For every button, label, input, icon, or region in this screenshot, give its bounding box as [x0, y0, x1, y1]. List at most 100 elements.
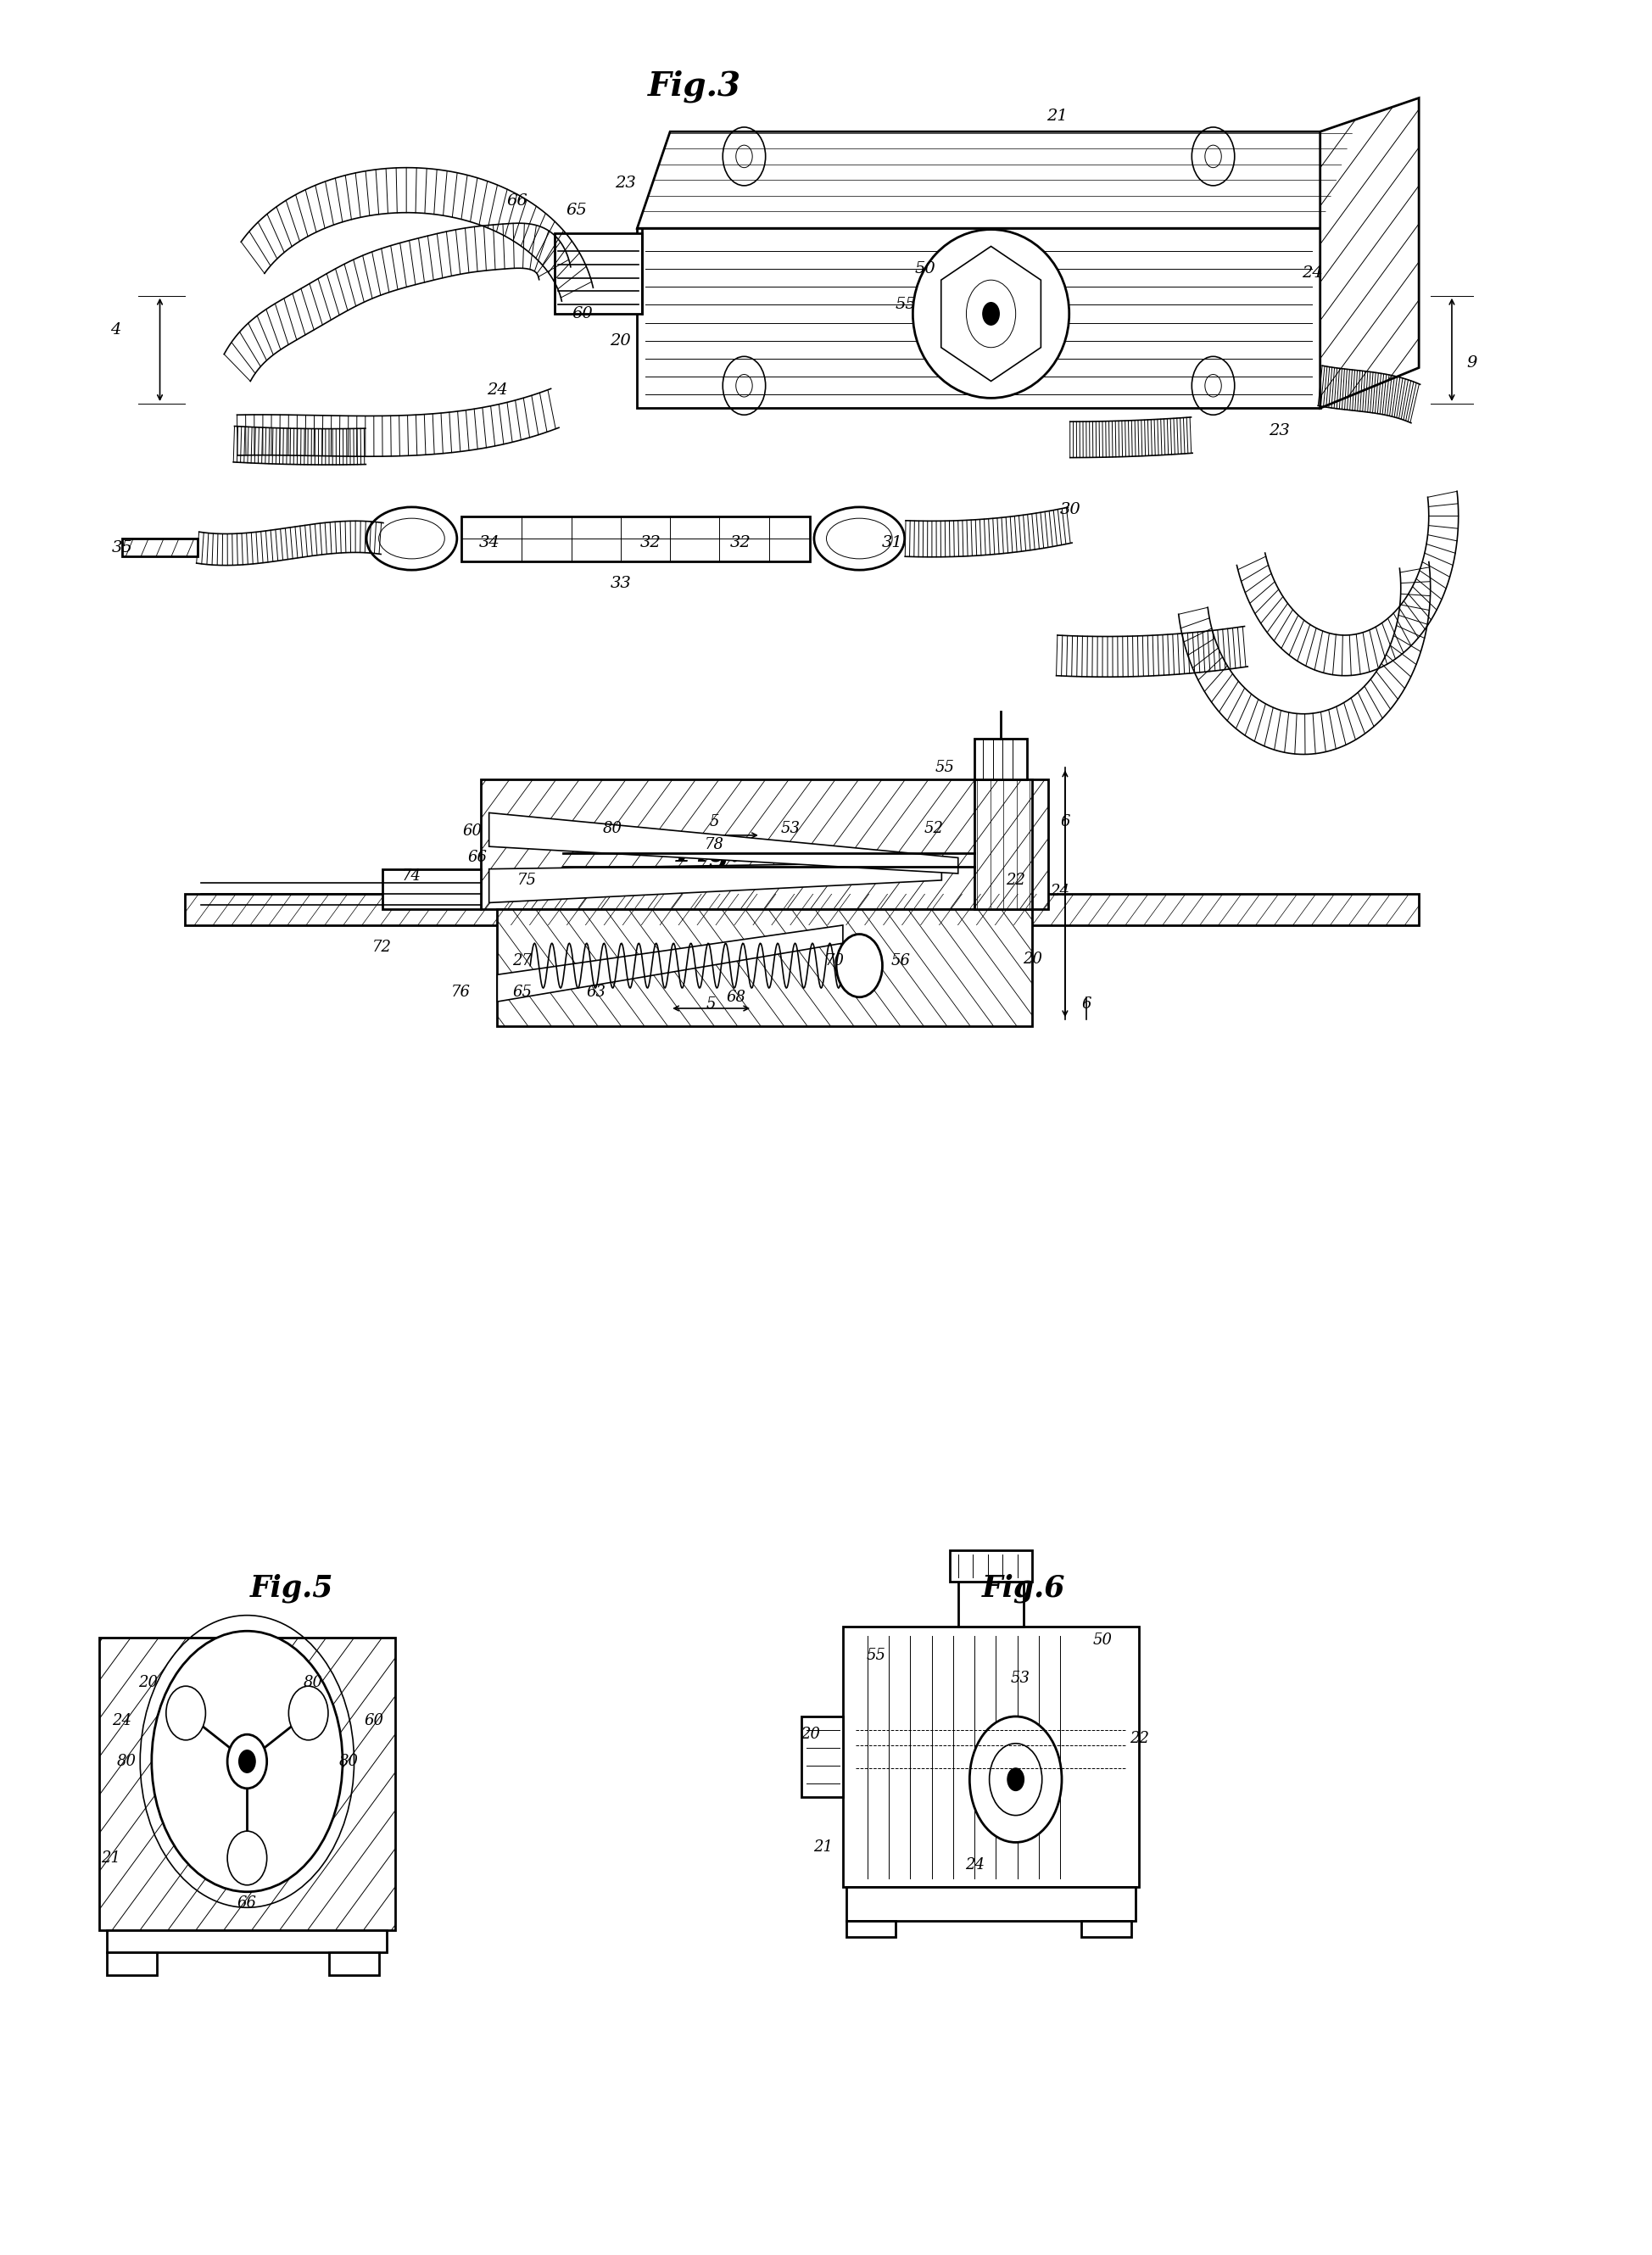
- Text: 80: 80: [339, 1754, 358, 1770]
- Polygon shape: [122, 539, 198, 557]
- Text: 31: 31: [881, 534, 902, 550]
- Circle shape: [165, 1687, 205, 1741]
- Polygon shape: [497, 909, 1031, 1026]
- Text: 21: 21: [813, 1840, 833, 1854]
- Text: 52: 52: [923, 821, 943, 837]
- Text: 24: 24: [965, 1858, 985, 1872]
- Text: 21: 21: [1046, 108, 1067, 124]
- Text: 21: 21: [101, 1851, 121, 1865]
- Text: 53: 53: [1011, 1671, 1029, 1687]
- Polygon shape: [489, 812, 958, 873]
- Polygon shape: [382, 868, 481, 909]
- Text: 4: 4: [111, 322, 121, 336]
- Polygon shape: [846, 1887, 1135, 1921]
- Text: 66: 66: [506, 194, 527, 210]
- Polygon shape: [461, 516, 809, 561]
- Polygon shape: [846, 1921, 895, 1937]
- Text: 6: 6: [1059, 814, 1069, 830]
- Circle shape: [228, 1831, 266, 1885]
- Polygon shape: [975, 778, 1031, 909]
- Text: 50: 50: [1092, 1633, 1112, 1648]
- Polygon shape: [481, 778, 1047, 909]
- Text: 65: 65: [565, 203, 586, 219]
- Circle shape: [152, 1630, 342, 1892]
- Polygon shape: [975, 740, 1026, 778]
- Polygon shape: [636, 228, 1320, 408]
- Polygon shape: [843, 1626, 1138, 1887]
- Text: Fig.3: Fig.3: [648, 70, 742, 104]
- Text: 22: 22: [1128, 1732, 1148, 1748]
- Text: 24: 24: [1300, 266, 1322, 282]
- Text: 68: 68: [725, 990, 745, 1006]
- Polygon shape: [636, 131, 1353, 228]
- Text: 53: 53: [780, 821, 800, 837]
- Text: 24: 24: [112, 1714, 132, 1730]
- Text: 9: 9: [1465, 356, 1475, 370]
- Text: 35: 35: [111, 539, 132, 555]
- Text: 76: 76: [451, 985, 471, 1001]
- Text: 20: 20: [610, 334, 631, 347]
- Circle shape: [836, 934, 882, 997]
- Polygon shape: [958, 1581, 1023, 1626]
- Text: 75: 75: [517, 873, 537, 888]
- Polygon shape: [107, 1953, 157, 1975]
- Text: 63: 63: [586, 985, 605, 1001]
- Text: 65: 65: [512, 985, 532, 1001]
- Text: Fig.4: Fig.4: [676, 839, 763, 868]
- Polygon shape: [940, 246, 1041, 381]
- Text: 20: 20: [139, 1675, 159, 1691]
- Polygon shape: [107, 1930, 387, 1953]
- Polygon shape: [99, 1637, 395, 1930]
- Circle shape: [289, 1687, 329, 1741]
- Polygon shape: [489, 861, 942, 902]
- Text: 80: 80: [117, 1754, 137, 1770]
- Polygon shape: [185, 893, 1417, 925]
- Text: 23: 23: [615, 176, 636, 192]
- Polygon shape: [329, 1953, 378, 1975]
- Text: 55: 55: [894, 298, 915, 313]
- Text: 33: 33: [610, 575, 631, 591]
- Text: 20: 20: [1023, 952, 1041, 967]
- Text: 32: 32: [639, 534, 661, 550]
- Text: Fig.5: Fig.5: [249, 1574, 334, 1603]
- Text: 34: 34: [479, 534, 499, 550]
- Text: 22: 22: [1006, 873, 1024, 888]
- Text: 72: 72: [372, 940, 392, 956]
- Text: Fig.6: Fig.6: [981, 1574, 1066, 1603]
- Text: 32: 32: [730, 534, 752, 550]
- Polygon shape: [122, 539, 198, 557]
- Text: 60: 60: [463, 823, 482, 839]
- Text: 20: 20: [800, 1727, 819, 1743]
- Polygon shape: [1080, 1921, 1130, 1937]
- Text: 80: 80: [302, 1675, 322, 1691]
- Text: 23: 23: [1267, 424, 1289, 437]
- Circle shape: [1008, 1768, 1023, 1790]
- Text: 24: 24: [487, 383, 507, 397]
- Text: 5: 5: [705, 997, 715, 1012]
- Ellipse shape: [912, 230, 1069, 399]
- Text: 27: 27: [512, 954, 532, 970]
- Text: 80: 80: [603, 821, 621, 837]
- Polygon shape: [1320, 97, 1417, 408]
- Text: 66: 66: [238, 1896, 256, 1910]
- Circle shape: [228, 1734, 266, 1788]
- Text: 60: 60: [572, 307, 593, 322]
- Circle shape: [983, 302, 999, 325]
- Text: 24: 24: [1049, 884, 1069, 900]
- Circle shape: [970, 1716, 1061, 1842]
- Circle shape: [240, 1750, 254, 1772]
- Text: 70: 70: [824, 954, 844, 970]
- Text: 50: 50: [914, 262, 935, 277]
- Polygon shape: [555, 232, 641, 313]
- Text: 60: 60: [363, 1714, 383, 1730]
- Text: 66: 66: [468, 850, 487, 866]
- Text: 30: 30: [1059, 501, 1080, 516]
- Polygon shape: [497, 925, 843, 1001]
- Text: 55: 55: [935, 760, 955, 776]
- Text: 5: 5: [709, 814, 719, 830]
- Text: 55: 55: [866, 1648, 885, 1664]
- Text: 56: 56: [890, 954, 910, 970]
- Text: 78: 78: [704, 837, 724, 852]
- Polygon shape: [801, 1716, 843, 1797]
- Text: 74: 74: [401, 868, 421, 884]
